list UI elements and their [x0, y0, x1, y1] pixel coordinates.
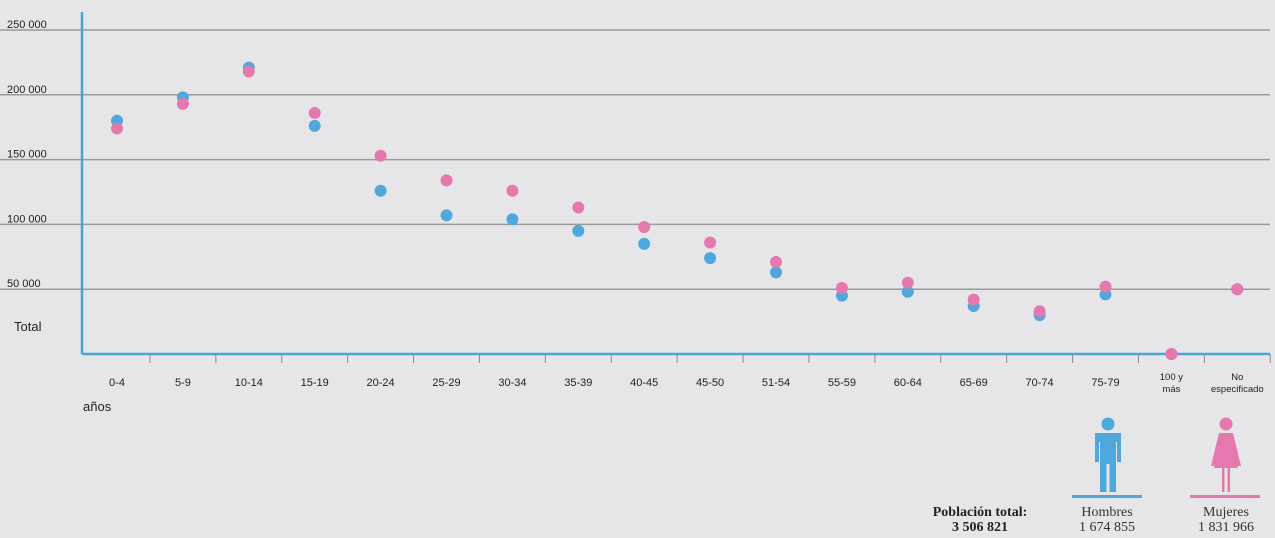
x-axis-label: años: [83, 399, 112, 414]
x-tick-label: 75-79: [1091, 377, 1119, 389]
x-tick-label: 35-39: [564, 377, 592, 389]
mujeres-point: [440, 174, 453, 187]
x-tick-label: 60-64: [894, 377, 922, 389]
x-tick-label: 30-34: [498, 377, 526, 389]
y-axis-label: Total: [14, 319, 42, 334]
x-tick-label: 0-4: [109, 377, 125, 389]
women-label: Mujeres: [1203, 505, 1249, 520]
hombres-point: [440, 209, 453, 222]
women-value: 1 831 966: [1198, 520, 1254, 535]
mujeres-point: [901, 276, 914, 289]
total-population-value: 3 506 821: [952, 520, 1008, 535]
y-tick-label: 250 000: [7, 19, 47, 31]
x-tick-label: 20-24: [367, 377, 395, 389]
gridlines: [0, 29, 1270, 290]
mujeres-point: [111, 122, 123, 135]
mujeres-point: [242, 65, 255, 78]
hombres-point: [572, 224, 585, 237]
y-tick-label: 150 000: [7, 149, 47, 161]
hombres-point: [506, 213, 519, 226]
data-points: [111, 61, 1244, 360]
y-tick-label: 100 000: [7, 213, 47, 225]
women-legend-line: [1190, 495, 1260, 498]
mujeres-point: [638, 220, 651, 233]
women-legend: Mujeres 1 831 966: [1188, 505, 1264, 535]
x-tick-label: 25-29: [432, 377, 460, 389]
x-tick-label: 5-9: [175, 377, 191, 389]
mujeres-point: [1231, 283, 1244, 296]
x-tick-label: 10-14: [235, 377, 263, 389]
male-person-icon: [1095, 417, 1121, 492]
hombres-point: [901, 285, 914, 298]
mujeres-point: [1099, 280, 1112, 293]
female-person-icon: [1211, 417, 1241, 492]
hombres-point: [638, 237, 651, 250]
x-tick-label: 100 y más: [1160, 372, 1183, 395]
x-tick-label: 15-19: [301, 377, 329, 389]
x-tick-label: 45-50: [696, 377, 724, 389]
hombres-point: [308, 119, 321, 132]
mujeres-point: [967, 293, 980, 306]
x-tick-label: 55-59: [828, 377, 856, 389]
hombres-point: [770, 266, 782, 279]
mujeres-point: [1165, 348, 1178, 360]
mujeres-point: [374, 149, 387, 162]
x-tick-label: 40-45: [630, 377, 658, 389]
x-tick-label: 70-74: [1026, 377, 1054, 389]
mujeres-point: [308, 106, 321, 119]
men-value: 1 674 855: [1079, 520, 1135, 535]
mujeres-point: [572, 201, 585, 214]
men-legend-line: [1072, 495, 1142, 498]
mujeres-point: [1033, 305, 1046, 318]
y-axis-ticks: 250 000 200 000 150 000 100 000 50 000: [7, 19, 47, 290]
hombres-point: [704, 252, 717, 265]
men-legend: Hombres 1 674 855: [1070, 505, 1144, 535]
x-tick-label: 51-54: [762, 377, 790, 389]
axes: [80, 12, 1270, 356]
y-tick-label: 200 000: [7, 84, 47, 96]
mujeres-point: [506, 184, 519, 197]
total-population-label: Población total:: [932, 505, 1028, 520]
mujeres-point: [770, 255, 782, 268]
y-tick-label: 50 000: [7, 278, 41, 290]
mujeres-point: [176, 97, 189, 110]
men-label: Hombres: [1081, 505, 1133, 520]
x-axis-ticks: 0-4 5-9 10-14 15-19 20-24 25-29 30-34 35-39 40-4…: [109, 354, 1271, 395]
hombres-point: [374, 184, 387, 197]
mujeres-point: [704, 236, 717, 249]
x-tick-label: 65-69: [960, 377, 988, 389]
x-tick-label: No especificado: [1211, 372, 1264, 395]
total-population-legend: Población total: 3 506 821: [900, 505, 1060, 535]
mujeres-point: [835, 281, 848, 294]
